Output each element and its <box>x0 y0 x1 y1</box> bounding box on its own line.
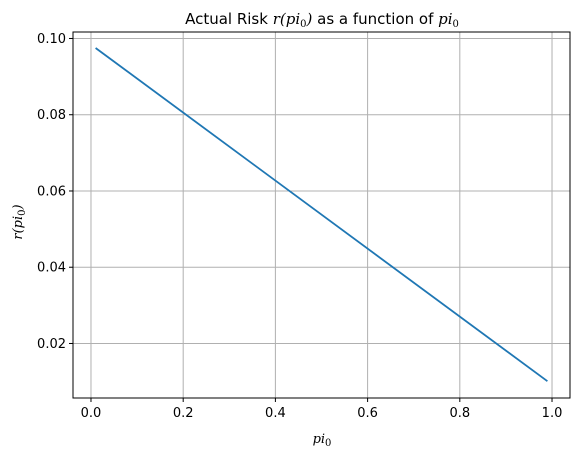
x-tick-label: 0.0 <box>81 406 102 421</box>
y-tick-label: 0.08 <box>37 108 66 123</box>
y-tick-label: 0.04 <box>37 261 66 276</box>
y-tick-label: 0.02 <box>37 337 66 352</box>
x-tick-label: 0.6 <box>357 406 378 421</box>
x-axis-ticks: 0.0 0.2 0.4 0.6 0.8 1.0 <box>81 398 563 421</box>
x-tick-label: 1.0 <box>542 406 563 421</box>
x-tick-label: 0.4 <box>265 406 286 421</box>
series-line <box>95 47 548 382</box>
x-axis-label: pi0 <box>313 432 332 449</box>
y-axis-label: r(pi0) <box>11 204 28 239</box>
y-tick-label: 0.06 <box>37 184 66 199</box>
y-axis-ticks: 0.02 0.04 0.06 0.08 0.10 <box>37 32 73 352</box>
plot-frame <box>72 31 571 399</box>
y-tick-label: 0.10 <box>37 32 66 47</box>
grid-lines <box>73 32 570 398</box>
series-layer <box>95 47 548 382</box>
chart-title: Actual Risk r(pi0) as a function of pi0 <box>185 10 459 30</box>
x-tick-label: 0.8 <box>449 406 470 421</box>
x-tick-label: 0.2 <box>173 406 194 421</box>
